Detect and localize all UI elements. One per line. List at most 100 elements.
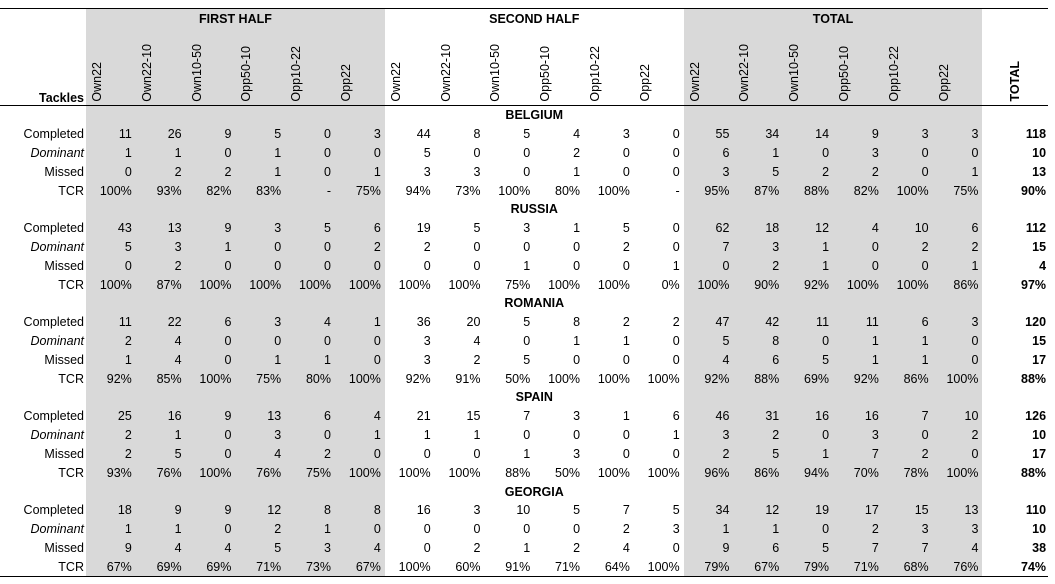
stat-cell: 0 xyxy=(783,331,834,351)
stat-cell: 71% xyxy=(235,557,286,578)
stat-cell: 5 xyxy=(783,538,834,558)
row-label: Dominant xyxy=(30,333,85,348)
stat-cell: 8 xyxy=(473,126,481,141)
stat-row-completed: Completed 11 26 9 5 0 3 44 8 5 4 3 0 55 34 14 9 3 3 118 xyxy=(0,124,1048,144)
stat-cell: 3 xyxy=(932,519,983,539)
stat-cell: 1 xyxy=(334,425,385,445)
stat-cell: 44 xyxy=(416,126,431,141)
stat-cell: 60% xyxy=(434,557,485,578)
total-cell: 17 xyxy=(1032,446,1047,461)
team-name: RUSSIA xyxy=(510,202,558,217)
stat-row-completed: Completed 11 22 6 3 4 1 36 20 5 8 2 2 47 42 11 11 6 3 120 xyxy=(0,312,1048,332)
stat-cell: 1 xyxy=(882,350,933,370)
corner-blank xyxy=(0,8,86,29)
stat-cell: 6 xyxy=(334,218,385,238)
stat-cell: 6 xyxy=(672,409,680,424)
row-label: TCR xyxy=(0,557,86,578)
stat-cell: 0 xyxy=(185,331,236,351)
stat-cell: 2 xyxy=(733,256,784,276)
stat-cell: 5 xyxy=(473,221,481,235)
stat-cell: 1 xyxy=(285,350,335,370)
stat-cell: 1 xyxy=(882,331,933,351)
team-row-blank xyxy=(982,294,1048,313)
stat-cell: 100% xyxy=(683,275,734,295)
team-row-shade xyxy=(683,200,983,219)
stat-cell: 2 xyxy=(573,145,581,160)
stat-row-completed: Completed 25 16 9 13 6 4 21 15 7 3 1 6 46 31 16 16 7 10 126 xyxy=(0,406,1048,426)
stat-cell: 4 xyxy=(235,444,286,464)
stat-cell: 5 xyxy=(733,162,784,182)
stat-cell: 2 xyxy=(86,425,136,445)
stat-cell: 46 xyxy=(683,406,734,426)
stat-cell: 0 xyxy=(833,256,883,276)
corner-label: Tackles xyxy=(0,29,86,106)
stat-cell: 0 xyxy=(783,425,834,445)
stat-cell: 6 xyxy=(733,538,784,558)
total-cell: 15 xyxy=(1032,333,1047,348)
stat-cell: 9 xyxy=(185,218,236,238)
stat-cell: 3 xyxy=(573,409,581,424)
zone-header: Own22 xyxy=(384,29,435,106)
stat-cell: 0 xyxy=(523,164,531,179)
stat-cell: 6 xyxy=(185,312,236,332)
stat-cell: 100% xyxy=(833,275,883,295)
stat-cell: 10 xyxy=(882,218,933,238)
zone-header: Own22 xyxy=(683,29,734,106)
stat-cell: 3 xyxy=(573,446,581,461)
team-row-shade xyxy=(86,105,385,125)
stat-cell: 0 xyxy=(573,428,581,443)
stat-cell: 0 xyxy=(932,331,983,351)
row-label: Dominant xyxy=(30,522,85,537)
stat-cell: 1 xyxy=(135,143,186,163)
stat-cell: 8 xyxy=(733,331,784,351)
stat-cell: 0 xyxy=(285,256,335,276)
stat-cell: 1 xyxy=(833,350,883,370)
stat-cell: 88% xyxy=(783,181,834,201)
stat-cell: 3 xyxy=(622,126,630,141)
total-cell: 17 xyxy=(1032,352,1047,367)
stat-cell: 18 xyxy=(733,218,784,238)
zone-header: Opp10-22 xyxy=(584,29,634,106)
stat-cell: 2 xyxy=(882,237,933,257)
stat-cell: 8 xyxy=(334,500,385,520)
stat-cell: 0 xyxy=(783,143,834,163)
zone-header-label: Own22 xyxy=(388,62,403,102)
stat-cell: 1 xyxy=(672,428,680,443)
team-name: BELGIUM xyxy=(505,108,564,123)
row-label: Completed xyxy=(23,126,84,141)
zone-header-label: Own22-10 xyxy=(139,44,154,102)
stat-cell: 75% xyxy=(505,277,531,292)
stat-row-dominant: Dominant 1 1 0 2 1 0 0 0 0 0 2 3 1 1 0 2 3 3 10 xyxy=(0,519,1048,539)
stat-cell: 100% xyxy=(334,275,385,295)
team-row-blank xyxy=(0,106,86,125)
stat-cell: 0 xyxy=(672,145,680,160)
stat-cell: 3 xyxy=(932,124,983,144)
stat-cell: 2 xyxy=(135,256,186,276)
row-label: Missed xyxy=(44,540,84,555)
stat-cell: 4 xyxy=(135,331,186,351)
stat-cell: 3 xyxy=(833,143,883,163)
stat-cell: 90% xyxy=(733,275,784,295)
stat-cell: 1 xyxy=(523,258,531,273)
stat-cell: 2 xyxy=(882,444,933,464)
stat-cell: 69% xyxy=(783,369,834,389)
stat-cell: 1 xyxy=(86,519,136,539)
stat-cell: 5 xyxy=(423,145,431,160)
zone-header: Own10-50 xyxy=(484,29,535,106)
stat-cell: 0 xyxy=(473,145,481,160)
row-label: Dominant xyxy=(30,428,85,443)
stat-cell: 1 xyxy=(235,350,286,370)
stat-cell: 5 xyxy=(672,503,680,518)
zone-header-label: Opp10-22 xyxy=(289,46,304,102)
zone-header-label: Own22-10 xyxy=(737,44,752,102)
stat-cell: 2 xyxy=(683,444,734,464)
stat-row-missed: Missed 1 4 0 1 1 0 3 2 5 0 0 0 4 6 5 1 1 0 17 xyxy=(0,350,1048,370)
stat-cell: 18 xyxy=(86,500,136,520)
team-row-blank xyxy=(0,294,86,313)
stat-cell: 100% xyxy=(384,557,435,578)
stat-cell: 0 xyxy=(285,143,335,163)
stat-cell: 5 xyxy=(235,124,286,144)
stat-cell: 0 xyxy=(334,331,385,351)
stat-cell: 75% xyxy=(932,181,983,201)
stat-cell: 0 xyxy=(334,519,385,539)
